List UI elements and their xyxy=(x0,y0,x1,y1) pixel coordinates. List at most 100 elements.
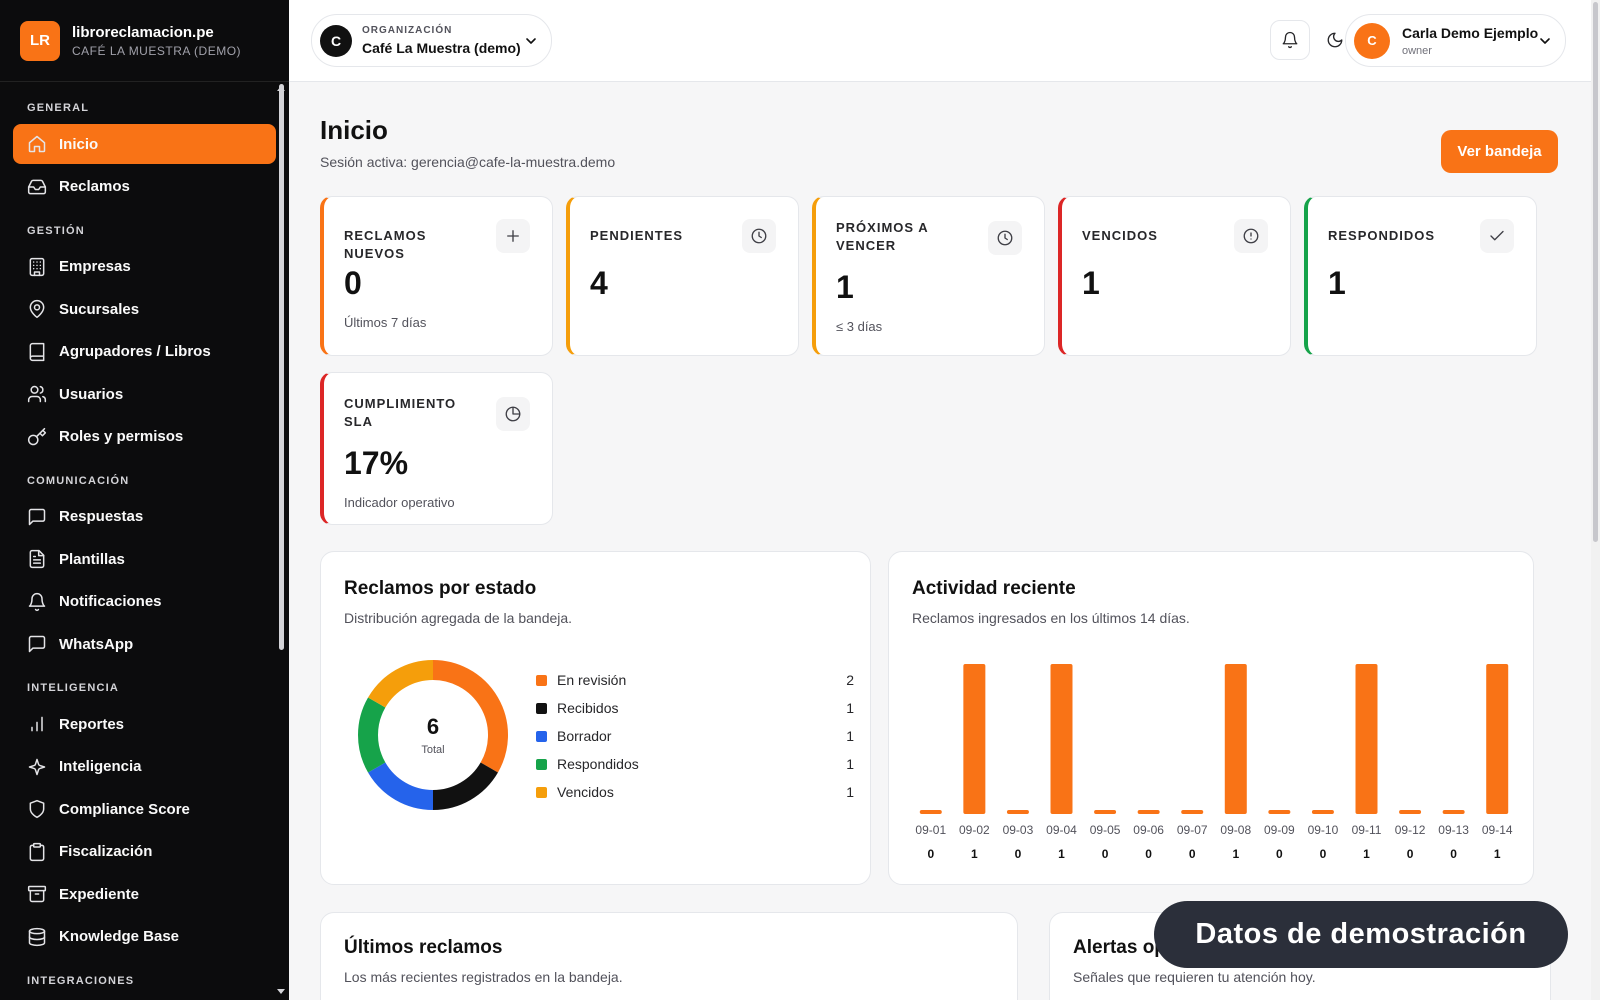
kpi-card-cumplimiento-sla[interactable]: CUMPLIMIENTO SLA 17% Indicador operativo xyxy=(320,372,553,525)
activity-bar[interactable] xyxy=(1442,810,1465,814)
activity-bar[interactable] xyxy=(1181,810,1204,814)
sidebar-item-knowledge-base[interactable]: Knowledge Base xyxy=(13,917,276,957)
plus-icon xyxy=(507,230,519,242)
sidebar-scrollbar[interactable] xyxy=(279,84,284,650)
activity-bar[interactable] xyxy=(1268,810,1291,814)
sidebar-item-usuarios[interactable]: Usuarios xyxy=(13,374,276,414)
sidebar-item-plantillas[interactable]: Plantillas xyxy=(13,539,276,579)
archive-icon xyxy=(27,885,47,903)
legend-label: Vencidos xyxy=(557,784,614,800)
sidebar-section-title: INTELIGENCIA xyxy=(27,682,120,694)
sidebar-item-expediente[interactable]: Expediente xyxy=(13,874,276,914)
sidebar-item-inicio[interactable]: Inicio xyxy=(13,124,276,164)
activity-bar[interactable] xyxy=(963,664,986,814)
sidebar-item-respuestas[interactable]: Respuestas xyxy=(13,497,276,537)
sidebar-item-label: Notificaciones xyxy=(59,593,162,610)
sidebar-item-inteligencia[interactable]: Inteligencia xyxy=(13,747,276,787)
brand[interactable]: LR libroreclamacion.pe CAFÉ LA MUESTRA (… xyxy=(0,0,289,82)
user-name: Carla Demo Ejemplo xyxy=(1402,24,1539,41)
ver-bandeja-button[interactable]: Ver bandeja xyxy=(1441,130,1558,173)
legend-count: 1 xyxy=(846,784,854,800)
activity-bar[interactable] xyxy=(1399,810,1422,814)
kpi-value: 1 xyxy=(1082,265,1100,301)
sidebar-item-reclamos[interactable]: Reclamos xyxy=(13,167,276,207)
main-scrollbar[interactable] xyxy=(1591,0,1600,1000)
kpi-card-reclamos-nuevos[interactable]: RECLAMOS NUEVOS 0 Últimos 7 días xyxy=(320,196,553,356)
latest-claims-card: Últimos reclamos Los más recientes regis… xyxy=(320,912,1018,1000)
kpi-subtext: Indicador operativo xyxy=(344,495,455,510)
theme-toggle-button[interactable] xyxy=(1319,24,1351,56)
activity-bar[interactable] xyxy=(1006,810,1029,814)
sidebar-item-roles-y-permisos[interactable]: Roles y permisos xyxy=(13,417,276,457)
sidebar-item-fiscalizacion[interactable]: Fiscalización xyxy=(13,832,276,872)
sidebar-item-empresas[interactable]: Empresas xyxy=(13,247,276,287)
donut-slice[interactable] xyxy=(358,697,386,773)
donut-slice[interactable] xyxy=(432,762,498,810)
donut-total: 6 xyxy=(426,714,440,739)
kpi-value: 17% xyxy=(344,445,409,481)
activity-bar[interactable] xyxy=(1311,810,1334,814)
moon-icon xyxy=(1327,32,1343,48)
main-scrollbar-thumb[interactable] xyxy=(1593,2,1598,542)
sparkles-icon xyxy=(28,758,46,775)
x-tick-label: 09-09 xyxy=(1264,823,1295,837)
legend-item: Recibidos 1 xyxy=(536,694,854,722)
chevron-down-icon xyxy=(526,38,536,44)
sidebar-item-compliance-score[interactable]: Compliance Score xyxy=(13,789,276,829)
sidebar-item-sucursales[interactable]: Sucursales xyxy=(13,289,276,329)
activity-bar[interactable] xyxy=(1050,664,1073,814)
kpi-label: PENDIENTES xyxy=(590,228,684,243)
bar-value-label: 0 xyxy=(1320,847,1327,861)
legend-item: Respondidos 1 xyxy=(536,750,854,778)
activity-bar[interactable] xyxy=(919,810,942,814)
kpi-card-pendientes[interactable]: PENDIENTES 4 xyxy=(566,196,799,356)
donut-slice[interactable] xyxy=(368,660,434,708)
legend-count: 2 xyxy=(846,672,854,688)
legend-item: En revisión 2 xyxy=(536,666,854,694)
kpi-icon-box xyxy=(496,219,530,253)
activity-bar[interactable] xyxy=(1224,664,1247,814)
notifications-button[interactable] xyxy=(1270,20,1310,60)
bar-value-label: 1 xyxy=(1232,847,1239,861)
kpi-icon-box xyxy=(742,219,776,253)
sidebar-scroll-down[interactable] xyxy=(277,989,285,994)
session-info: Sesión activa: gerencia@cafe-la-muestra.… xyxy=(320,154,616,170)
legend-item: Vencidos 1 xyxy=(536,778,854,806)
donut-slice[interactable] xyxy=(432,660,508,773)
sidebar-item-notificaciones[interactable]: Notificaciones xyxy=(13,582,276,622)
main-content: Inicio Sesión activa: gerencia@cafe-la-m… xyxy=(289,82,1591,1000)
bell-icon xyxy=(1282,31,1298,49)
kpi-value: 1 xyxy=(1328,265,1346,301)
sidebar-item-label: Fiscalización xyxy=(59,843,153,860)
building-icon xyxy=(29,257,45,276)
sidebar-item-whatsapp[interactable]: WhatsApp xyxy=(13,624,276,664)
kpi-card-vencidos[interactable]: VENCIDOS 1 xyxy=(1058,196,1291,356)
activity-bar[interactable] xyxy=(1486,664,1509,814)
user-menu[interactable]: C Carla Demo Ejemplo owner xyxy=(1345,14,1566,67)
organization-selector[interactable]: C ORGANIZACIÓN Café La Muestra (demo) xyxy=(311,14,552,67)
activity-bar[interactable] xyxy=(1355,664,1378,814)
kpi-subtext: Últimos 7 días xyxy=(344,315,427,330)
map-pin-icon xyxy=(29,299,45,319)
sidebar-nav: GENERAL Inicio Reclamos GESTIÓN Empresas Sucu… xyxy=(0,82,289,987)
sidebar-item-label: Inteligencia xyxy=(59,758,142,775)
brand-logo: LR xyxy=(20,20,60,61)
sidebar-section-title: COMUNICACIÓN xyxy=(27,474,130,487)
sidebar-scroll-up[interactable] xyxy=(277,86,285,91)
kpi-icon-box xyxy=(1480,219,1514,253)
bar-value-label: 0 xyxy=(1145,847,1152,861)
latest-claims-title: Últimos reclamos xyxy=(344,937,503,958)
kpi-card-proximos-a-vencer[interactable]: PRÓXIMOS A VENCER 1 ≤ 3 días xyxy=(812,196,1045,356)
status-card: Reclamos por estado Distribución agregad… xyxy=(320,551,871,885)
donut-slice[interactable] xyxy=(368,762,434,810)
legend-label: Respondidos xyxy=(557,756,639,772)
activity-bar[interactable] xyxy=(1137,810,1160,814)
status-card-subtitle: Distribución agregada de la bandeja. xyxy=(344,610,573,626)
kpi-icon-box xyxy=(496,397,530,431)
sidebar-item-agrupadores-libros[interactable]: Agrupadores / Libros xyxy=(13,332,276,372)
sidebar-item-label: Agrupadores / Libros xyxy=(59,343,211,360)
sidebar-item-reportes[interactable]: Reportes xyxy=(13,704,276,744)
donut-total-label: Total xyxy=(421,744,445,756)
activity-bar[interactable] xyxy=(1094,810,1117,814)
kpi-card-respondidos[interactable]: RESPONDIDOS 1 xyxy=(1304,196,1537,356)
